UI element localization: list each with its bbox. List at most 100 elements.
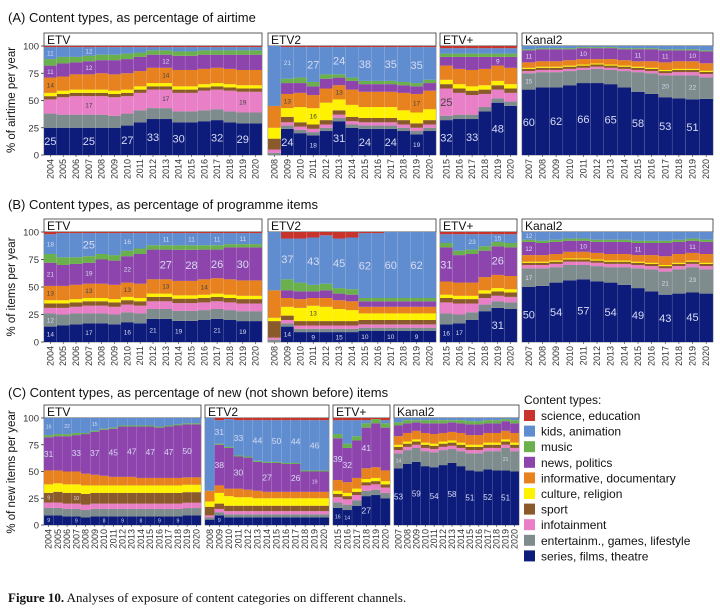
bar-segment [397,46,411,48]
bar-segment [136,485,146,493]
facet-title: ETV2 [271,33,301,47]
bar-segment [617,49,632,61]
bar-segment [411,422,421,431]
bar-segment [576,65,591,68]
data-label: 58 [632,118,644,130]
bar-segment [164,516,174,525]
x-tick-label: 2015 [441,159,451,179]
bar-segment [185,295,198,299]
bar-segment [371,481,381,485]
bar-segment [371,320,385,325]
bar-segment [293,77,307,84]
chart-title: (A) Content types, as percentage of airt… [8,10,256,25]
y-tick-label: 25 [28,123,39,134]
bar-segment [172,295,185,299]
data-label: 13 [124,287,132,294]
bar-segment [56,97,70,115]
bar-segment [478,89,492,94]
bar-segment [185,245,198,250]
data-label: 46 [310,440,320,450]
bar-segment [410,47,423,84]
bar-segment [535,49,550,62]
bar-segment [56,90,70,94]
bar-segment [371,46,385,48]
bar-segment [478,293,492,298]
bar-segment [172,298,185,304]
bar-segment [420,444,430,448]
bar-segment [281,290,294,298]
y-tick-label: 50 [28,467,39,478]
bar-segment [108,90,121,94]
data-label: 14 [162,73,170,80]
bar-segment [644,68,659,72]
bar-segment [371,467,381,478]
bar-segment [306,325,320,329]
bar-segment [474,471,484,525]
bar-segment [549,87,563,155]
bar-segment [358,125,372,129]
bar-segment [510,420,519,424]
data-label: 9 [158,519,161,525]
bar-segment [403,443,412,447]
bar-segment [172,249,185,281]
bar-segment [440,53,453,57]
bar-segment [380,470,390,482]
bar-segment [371,233,385,298]
bar-segment [491,232,505,235]
bar-segment [210,120,224,155]
bar-segment [440,48,453,54]
y-tick-label: 0 [34,151,39,162]
bar-segment [456,420,466,424]
bar-segment [300,491,310,499]
bar-segment [478,48,492,54]
bar-segment [380,481,390,485]
bar-segment [576,251,591,259]
bar-segment [69,302,83,307]
bar-segment [452,53,466,57]
bar-segment [197,110,211,122]
data-label: 16 [124,329,132,336]
bar-segment [423,46,436,48]
bar-segment [99,418,109,429]
bar-segment [465,282,479,296]
bar-segment [429,418,439,421]
bar-segment [306,95,320,109]
data-label: 14 [396,459,402,465]
bar-segment [504,292,517,297]
bar-segment [146,296,160,302]
bar-segment [345,232,359,238]
bar-segment [185,47,198,52]
legend-item-label: series, films, theatre [541,549,649,563]
data-label: 47 [164,447,174,457]
bar-segment [249,299,262,304]
bar-segment [576,259,591,262]
bar-segment [243,420,253,457]
bar-segment [90,418,100,431]
bar-segment [82,47,96,56]
bar-segment [590,260,604,263]
x-tick-label: 2013 [606,159,616,179]
bar-segment [491,301,505,308]
bar-segment [249,311,262,322]
x-tick-label: 2019 [412,159,422,179]
bar-segment [262,498,272,506]
bar-segment [491,241,505,247]
bar-segment [332,46,346,48]
bar-segment [236,311,250,322]
bar-segment [154,503,164,509]
bar-segment [82,298,96,302]
bar-segment [300,498,310,506]
bar-segment [403,418,412,421]
bar-segment [672,72,686,76]
facet-title: ETV [47,219,70,233]
bar-segment [146,301,160,309]
x-tick-label: 2019 [493,346,503,366]
bar-segment [210,67,224,84]
bar-segment [447,422,457,432]
bar-segment [319,328,333,333]
bar-segment [159,67,173,84]
bar-segment [549,254,563,261]
bar-segment [71,516,81,525]
x-tick-label: 2009 [90,529,100,549]
x-tick-label: 2010 [420,529,430,549]
